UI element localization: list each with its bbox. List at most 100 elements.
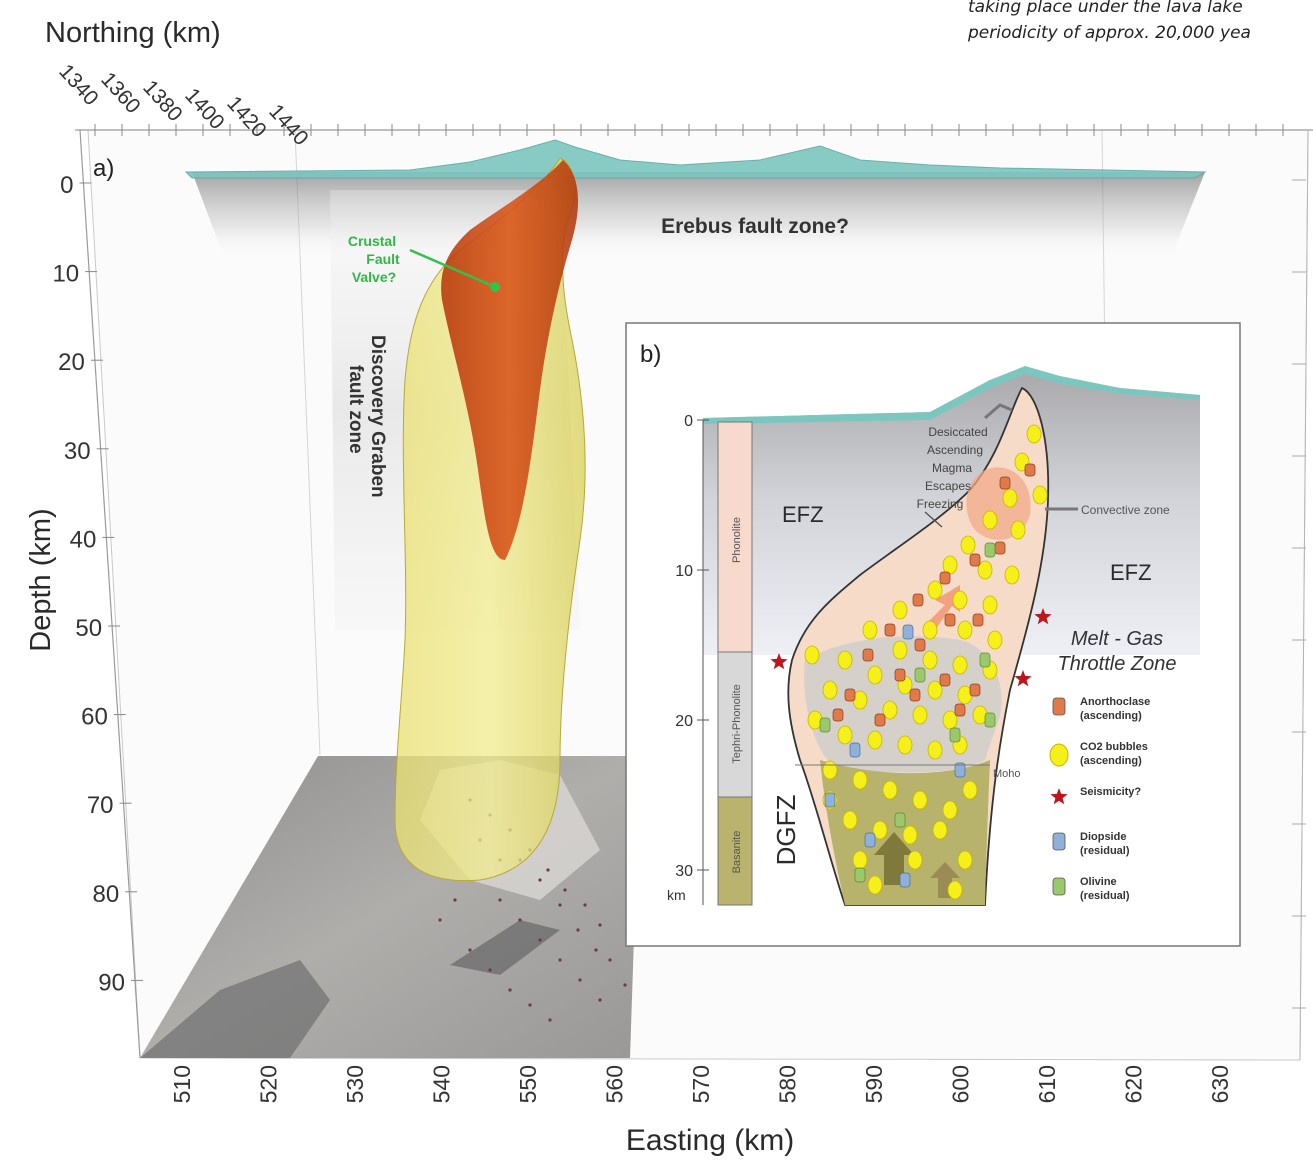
co2-bubble [837, 725, 853, 745]
depth-tick-label: 30 [64, 438, 91, 465]
co2-bubble [804, 645, 820, 665]
erebus-fault-zone-label: Erebus fault zone? [661, 215, 849, 238]
legend-item: Diopside (residual) [1052, 831, 1130, 857]
easting-axis-title: Easting (km) [626, 1124, 794, 1157]
co2-bubble [927, 580, 943, 600]
diopside-crystal [954, 762, 966, 778]
ascend-note-line-5: Freezing [917, 497, 964, 511]
crustal-valve-line-1: Crustal [348, 233, 396, 249]
crustal-valve-line-3: Valve? [352, 269, 396, 285]
ascent-arrow-olive-small [930, 862, 960, 898]
ascent-arrow-large [925, 585, 960, 630]
northing-tick-label: 1340 [54, 60, 102, 110]
co2-bubble [957, 850, 973, 870]
co2-bubble [982, 595, 998, 615]
legend-item-name: Diopside [1080, 831, 1126, 843]
efz-left-label: EFZ [782, 502, 824, 527]
inset-km-label: km [667, 887, 686, 903]
co2-bubble [1004, 565, 1020, 585]
inset-depth-ticks: 0 10 20 30 [675, 413, 709, 880]
station-dot [563, 888, 567, 892]
station-dot [538, 878, 542, 882]
station-dot [583, 903, 587, 907]
topography-surface [184, 139, 1207, 179]
inset-depth-tick-label: 0 [684, 413, 693, 430]
map-floor-dark-coast [140, 960, 330, 1058]
anorthoclase-crystal [999, 476, 1011, 490]
station-dot [498, 898, 502, 902]
northing-tick-label: 1380 [138, 76, 186, 126]
co2-bubble [852, 850, 868, 870]
depth-tick-label: 20 [58, 349, 85, 376]
co2-bubble [822, 760, 838, 780]
legend-item: Anorthoclase (ascending) [1052, 696, 1150, 722]
depth-tick-label: 80 [93, 881, 120, 908]
co2-bubble [882, 780, 898, 800]
easting-tick-labels: 510 520 530 540 550 560 570 580 590 600 610 620 630 [169, 1065, 1233, 1103]
panel-b-label: b) [640, 341, 661, 368]
diopside-crystal [902, 624, 914, 640]
co2-bubble [882, 700, 898, 720]
melt-gas-line-2: Throttle Zone [1058, 653, 1177, 675]
co2-bubble [922, 650, 938, 670]
co2-bubble [977, 560, 993, 580]
olivine-crystal [854, 867, 866, 883]
station-dot [546, 868, 550, 872]
olivine-crystal [979, 652, 991, 668]
station-dot [608, 958, 612, 962]
seismicity-star [1014, 670, 1032, 687]
station-dot [528, 1003, 532, 1007]
olivine-crystal [819, 717, 831, 733]
co2-bubble [952, 590, 968, 610]
co2-bubble [862, 620, 878, 640]
discovery-graben-line-1: Discovery Graben [367, 335, 388, 498]
legend-item-name: Anorthoclase [1080, 696, 1150, 708]
legend-item-sub: (ascending) [1080, 710, 1142, 722]
co2-bubble [947, 880, 963, 900]
figure-caption: taking place under the lava lake periodi… [968, 0, 1313, 46]
discovery-graben-label: Discovery Graben fault zone [345, 335, 388, 498]
station-dot [578, 978, 582, 982]
escape-arrow [984, 403, 1013, 420]
magma-particles [804, 424, 1048, 900]
depth-tick-label: 60 [81, 704, 108, 731]
co2-bubble [837, 650, 853, 670]
depth-tick-label: 90 [98, 969, 125, 996]
anorthoclase-crystal [994, 541, 1006, 555]
depth-axis-line [79, 129, 141, 1059]
co2-bubble [922, 620, 938, 640]
easting-tick-label: 620 [1121, 1065, 1147, 1103]
station-dot [438, 918, 442, 922]
olivine-crystal [894, 812, 906, 828]
olivine-crystal [984, 712, 996, 728]
anorthoclase-crystal [832, 708, 844, 722]
anorthoclase-crystal [969, 553, 981, 567]
co2-bubble [1010, 520, 1026, 540]
co2-bubble [892, 600, 908, 620]
depth-tick-label: 0 [60, 172, 73, 199]
freezing-arrow [924, 511, 943, 528]
ascend-note-line-1: Desiccated [928, 425, 987, 439]
column-tephri-label: Tephri-Phonolite [731, 684, 743, 764]
co2-bubble [1026, 424, 1042, 444]
seismicity-star [1034, 608, 1052, 625]
co2-bubble [912, 705, 928, 725]
co2-bubble [822, 680, 838, 700]
convective-zone-label: Convective zone [1081, 503, 1170, 517]
diopside-crystal [864, 832, 876, 848]
anorthoclase-crystal [894, 668, 906, 682]
northing-axis-title: Northing (km) [45, 17, 221, 49]
easting-tick-label: 630 [1207, 1065, 1233, 1103]
legend-item-name: Olivine [1080, 876, 1117, 888]
co2-bubble [960, 535, 976, 555]
easting-tick-label: 550 [515, 1065, 541, 1103]
ascend-note-line-4: Escapes [925, 479, 971, 493]
olivine-crystal [949, 727, 961, 743]
station-dot [623, 983, 627, 987]
panel-a-label: a) [93, 155, 114, 182]
easting-tick-label: 610 [1034, 1065, 1060, 1103]
co2-bubble [1002, 488, 1018, 508]
column-basanite-label: Basanite [731, 831, 743, 874]
easting-tick-label: 570 [688, 1065, 714, 1103]
station-dot [598, 998, 602, 1002]
